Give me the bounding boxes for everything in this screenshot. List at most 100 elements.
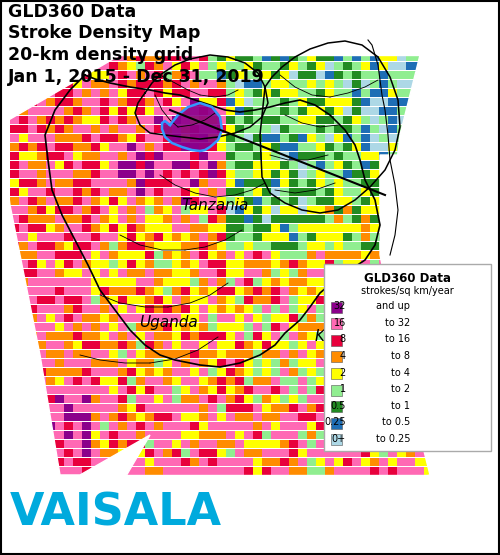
Bar [127, 134, 136, 142]
Bar [406, 124, 414, 133]
Bar [208, 241, 216, 250]
Bar [289, 134, 298, 142]
Bar [37, 403, 46, 412]
Bar [127, 205, 136, 214]
Bar [271, 395, 280, 403]
Bar [55, 179, 64, 187]
Bar [82, 88, 90, 97]
Bar [100, 376, 108, 385]
Bar [109, 431, 118, 439]
Bar [37, 160, 46, 169]
Bar [406, 79, 414, 88]
Bar [37, 143, 46, 151]
Bar [298, 412, 306, 421]
Bar [82, 314, 90, 322]
Bar [109, 214, 118, 223]
Bar [397, 160, 406, 169]
Bar [73, 196, 82, 205]
Bar [208, 269, 216, 277]
Bar [163, 70, 172, 79]
Bar [262, 386, 270, 394]
Bar [208, 124, 216, 133]
Bar [271, 214, 280, 223]
Bar [262, 260, 270, 268]
Bar [55, 124, 64, 133]
Bar [226, 98, 234, 106]
Bar [46, 53, 54, 61]
Bar [190, 305, 198, 313]
Bar [289, 412, 298, 421]
Bar [82, 421, 90, 430]
Bar [145, 53, 154, 61]
Bar [64, 367, 72, 376]
Bar [199, 179, 207, 187]
Bar [154, 188, 162, 196]
Bar [154, 341, 162, 349]
Bar [190, 278, 198, 286]
Bar [244, 421, 252, 430]
Bar [253, 79, 262, 88]
Bar [226, 341, 234, 349]
Bar [154, 53, 162, 61]
Bar [145, 403, 154, 412]
Bar [379, 341, 388, 349]
Bar [118, 260, 126, 268]
Bar [352, 341, 360, 349]
Bar [244, 233, 252, 241]
Bar [190, 412, 198, 421]
Bar [316, 457, 324, 466]
Bar [172, 278, 180, 286]
Bar [226, 431, 234, 439]
Bar [64, 376, 72, 385]
Bar [244, 205, 252, 214]
Bar [307, 196, 316, 205]
Bar [172, 359, 180, 367]
Bar [28, 107, 36, 115]
Bar [280, 98, 288, 106]
Bar [307, 431, 316, 439]
Bar [388, 233, 396, 241]
Bar [109, 386, 118, 394]
Bar [127, 457, 136, 466]
Bar [415, 260, 424, 268]
Bar [397, 467, 406, 475]
Text: GLD360 Data
Stroke Density Map
20-km density grid
Jan 1, 2015 - Dec 31, 2019: GLD360 Data Stroke Density Map 20-km den… [8, 3, 265, 85]
Bar [208, 115, 216, 124]
Bar [280, 322, 288, 331]
Bar [253, 448, 262, 457]
Bar [352, 403, 360, 412]
Bar [46, 205, 54, 214]
Bar [208, 169, 216, 178]
Bar [370, 169, 378, 178]
Bar [406, 467, 414, 475]
Bar [307, 278, 316, 286]
Bar [19, 62, 28, 70]
Bar [388, 152, 396, 160]
Bar [334, 143, 342, 151]
Bar [136, 412, 144, 421]
Bar [307, 88, 316, 97]
Bar [343, 53, 351, 61]
Bar [181, 62, 190, 70]
Bar [325, 196, 334, 205]
Bar [262, 286, 270, 295]
Bar [244, 314, 252, 322]
Bar [154, 314, 162, 322]
Bar [379, 322, 388, 331]
Bar [325, 421, 334, 430]
Bar [100, 305, 108, 313]
Bar [10, 457, 18, 466]
Bar [19, 386, 28, 394]
Bar [181, 412, 190, 421]
Bar [82, 431, 90, 439]
Bar [361, 386, 370, 394]
Bar [172, 403, 180, 412]
Bar [181, 322, 190, 331]
Bar [64, 79, 72, 88]
Bar [379, 134, 388, 142]
Bar [325, 152, 334, 160]
Bar [136, 431, 144, 439]
Bar [424, 440, 432, 448]
Bar [82, 295, 90, 304]
Bar [307, 70, 316, 79]
